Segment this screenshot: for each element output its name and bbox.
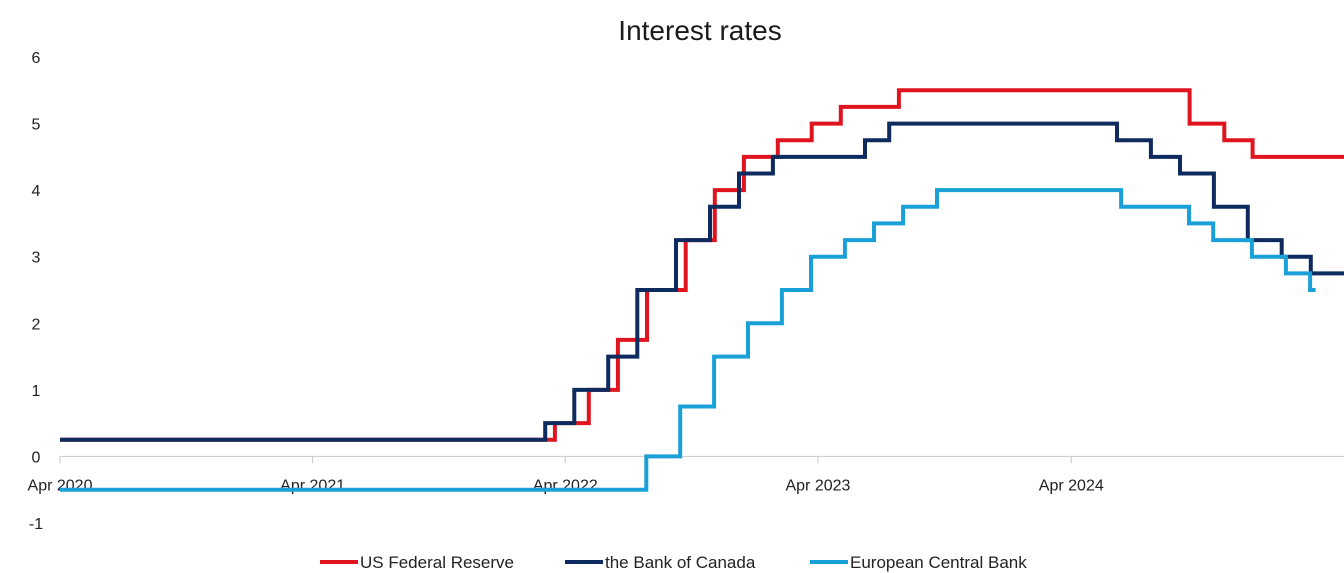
y-tick-label: -1 xyxy=(29,516,43,533)
y-tick-label: 5 xyxy=(32,117,41,134)
x-tick-label: Apr 2024 xyxy=(1039,477,1104,494)
y-axis-ticks: 6 5 4 3 2 1 0 -1 xyxy=(29,50,43,533)
legend-label: the Bank of Canada xyxy=(605,553,756,572)
series-line-1 xyxy=(60,121,1344,442)
legend: US Federal Reserve the Bank of Canada Euro… xyxy=(320,553,1027,572)
y-tick-label: 6 xyxy=(32,50,41,67)
x-axis-ticks: Apr 2020 Apr 2021 Apr 2022 Apr 2023 Apr 2024 xyxy=(28,456,1104,494)
y-tick-label: 4 xyxy=(32,183,41,200)
series-line-2 xyxy=(60,188,1316,492)
x-tick-label: Apr 2022 xyxy=(533,477,598,494)
x-tick-label: Apr 2021 xyxy=(280,477,345,494)
series-lines xyxy=(60,88,1344,492)
y-tick-label: 0 xyxy=(32,449,41,466)
series-line-0 xyxy=(60,88,1344,442)
x-tick-label: Apr 2023 xyxy=(785,477,850,494)
y-tick-label: 2 xyxy=(32,316,41,333)
chart-title: Interest rates xyxy=(618,15,781,46)
y-tick-label: 3 xyxy=(32,250,41,267)
y-tick-label: 1 xyxy=(32,383,41,400)
x-tick-label: Apr 2020 xyxy=(28,477,93,494)
legend-label: US Federal Reserve xyxy=(360,553,514,572)
legend-label: European Central Bank xyxy=(850,553,1027,572)
